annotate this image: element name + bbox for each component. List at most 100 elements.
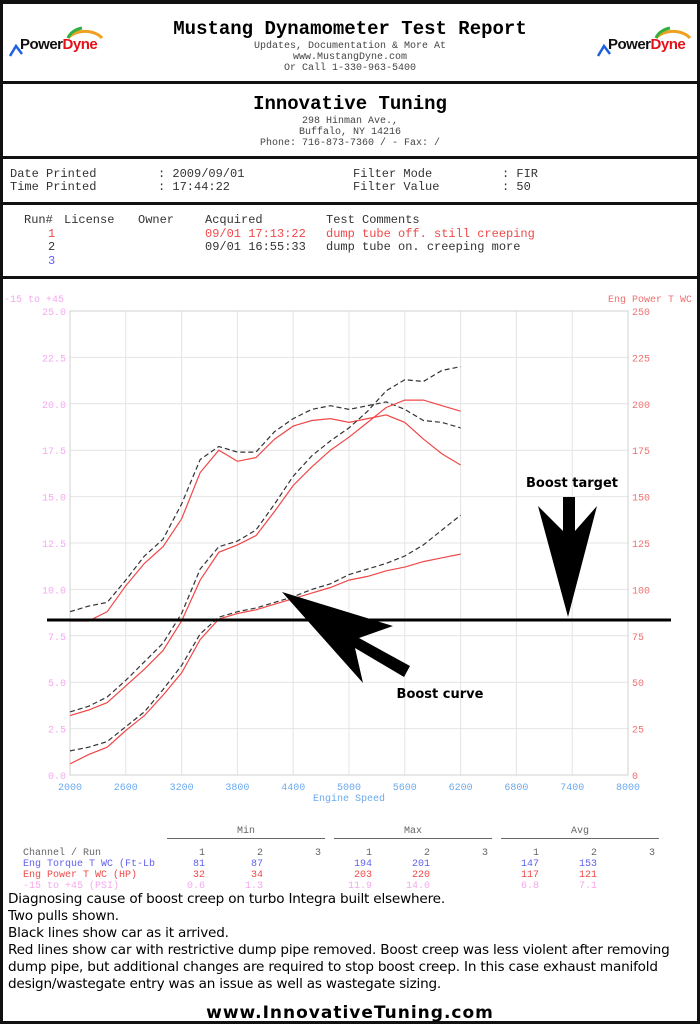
date-label: Date Printed	[10, 167, 97, 181]
right-tick-label: 175	[632, 447, 650, 458]
footer-website[interactable]: www.InnovativeTuning.com	[206, 1003, 494, 1023]
header-line: Updates, Documentation & More At	[253, 41, 447, 52]
stats-value: 0.6	[186, 881, 205, 892]
stats-value: 147	[520, 859, 539, 870]
x-tick-label: 6800	[504, 783, 528, 794]
left-tick-label: 17.5	[42, 447, 66, 458]
stats-group-label: Min	[236, 826, 255, 837]
grid	[69, 310, 629, 776]
right-tick-label: 100	[632, 586, 650, 597]
col-comments: Test Comments	[326, 213, 420, 227]
header-website: www.MustangDyne.com	[292, 52, 408, 63]
stats-value: 117	[520, 870, 539, 881]
series-line-run1	[69, 399, 461, 717]
right-tick-label: 150	[632, 494, 650, 505]
header-phone: Or Call 1-330-963-5400	[283, 63, 417, 74]
powerdyne-logo-left: PowerDyne	[8, 24, 108, 60]
x-axis-label: Engine Speed	[313, 793, 385, 805]
right-axis-label: Eng Power T WC	[608, 295, 692, 306]
powerdyne-logo-right: PowerDyne	[596, 24, 696, 60]
series-lines	[69, 366, 461, 765]
filter-mode-value: : FIR	[502, 167, 539, 181]
left-tick-label: 12.5	[42, 540, 66, 551]
run-comment: dump tube on. creeping more	[326, 240, 521, 254]
left-tick-label: 0.0	[48, 772, 66, 783]
report-title: Mustang Dynamometer Test Report	[173, 18, 527, 40]
right-tick-label: 75	[632, 633, 644, 644]
stats-run-number: 2	[423, 848, 430, 859]
stats-group-rule	[334, 838, 492, 839]
series-line-run2	[69, 366, 461, 713]
x-tick-label: 2000	[58, 783, 82, 794]
stats-value: 121	[578, 870, 597, 881]
stats-value: 11.9	[347, 881, 372, 892]
stats-value: 203	[353, 870, 372, 881]
stats-group-label: Avg	[570, 826, 589, 837]
date-value: : 2009/09/01	[158, 167, 245, 181]
x-tick-label: 3200	[170, 783, 194, 794]
stats-value: 1.3	[244, 881, 263, 892]
left-tick-label: 20.0	[42, 401, 66, 412]
stats-group-rule	[501, 838, 659, 839]
boost-target-label: Boost target	[526, 476, 618, 491]
stats-run-number: 1	[532, 848, 539, 859]
stats-run-number: 3	[481, 848, 488, 859]
stats-run-number: 1	[198, 848, 205, 859]
left-axis-label: -15 to +45	[4, 295, 64, 306]
x-tick-label: 5600	[393, 783, 417, 794]
x-tick-label: 8000	[616, 783, 640, 794]
x-tick-label: 5000	[337, 783, 361, 794]
filter-value-value: : 50	[502, 180, 531, 194]
note-line: Red lines show car with restrictive dump…	[8, 942, 670, 992]
stats-run-number: 3	[648, 848, 655, 859]
stats-value: 194	[353, 859, 372, 870]
stats-group-label: Max	[403, 826, 422, 837]
stats-run-number: 1	[365, 848, 372, 859]
col-run: Run#	[24, 213, 53, 227]
run-comment: dump tube off. still creeping	[326, 227, 535, 241]
note-line: Diagnosing cause of boost creep on turbo…	[8, 891, 445, 907]
stats-channel: Eng Power T WC (HP)	[23, 870, 138, 881]
run-number: 3	[48, 254, 56, 268]
col-owner: Owner	[138, 213, 175, 227]
run-acquired: 09/01 16:55:33	[205, 240, 306, 254]
series-line-run1	[70, 414, 461, 622]
axis-ticks: 2000 2600 3200 3800 4400 5000 5600 6200 6800 7400…	[42, 308, 650, 794]
stats-value: 14.0	[405, 881, 430, 892]
filter-value-label: Filter Value	[353, 180, 440, 194]
stats-group-rule	[167, 838, 325, 839]
note-line: Black lines show car as it arrived.	[8, 925, 229, 941]
left-tick-label: 15.0	[42, 494, 66, 505]
shop-address1: 298 Hinman Ave.,	[301, 116, 398, 127]
right-tick-label: 250	[632, 308, 650, 319]
left-tick-label: 2.5	[48, 726, 66, 737]
time-label: Time Printed	[10, 180, 97, 194]
stats-value: 220	[411, 870, 430, 881]
run-number: 2	[48, 240, 56, 254]
col-license: License	[64, 213, 115, 227]
stats-run-number: 2	[256, 848, 263, 859]
shop-address2: Buffalo, NY 14216	[298, 127, 402, 138]
filter-mode-label: Filter Mode	[353, 167, 433, 181]
right-tick-label: 200	[632, 401, 650, 412]
right-tick-label: 25	[632, 726, 644, 737]
stats-run-number: 2	[590, 848, 597, 859]
stats-run-number: 3	[314, 848, 321, 859]
left-tick-label: 25.0	[42, 308, 66, 319]
boost-target-arrow-icon	[538, 497, 597, 617]
shop-name: Innovative Tuning	[253, 93, 447, 115]
divider	[0, 202, 700, 205]
stats-value: 201	[411, 859, 430, 870]
col-acquired: Acquired	[205, 213, 263, 227]
boost-curve-label: Boost curve	[397, 687, 484, 702]
left-tick-label: 5.0	[48, 679, 66, 690]
run-acquired: 09/01 17:13:22	[205, 227, 306, 241]
series-line-run2	[69, 514, 461, 752]
notes: Diagnosing cause of boost creep on turbo…	[8, 891, 698, 993]
x-tick-label: 6200	[449, 783, 473, 794]
right-tick-label: 125	[632, 540, 650, 551]
note-line: Two pulls shown.	[8, 908, 119, 924]
stats-value: 153	[578, 859, 597, 870]
time-value: : 17:44:22	[158, 180, 231, 194]
